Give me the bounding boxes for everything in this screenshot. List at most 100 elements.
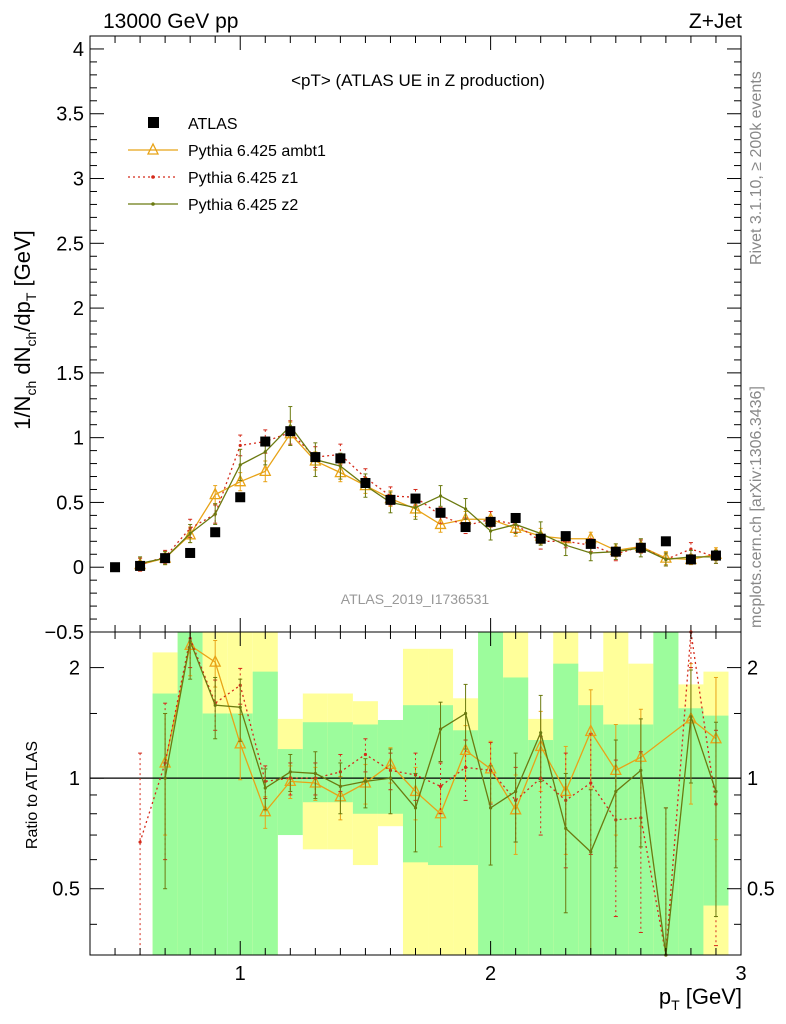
main-y-tick-label: 1.5 [56,363,84,385]
data-point [489,529,493,533]
header-right-label: Z+Jet [689,10,742,33]
data-point [138,840,142,844]
atlas-data-point [610,546,621,557]
ratio-y-tick-label-right: 2 [747,658,758,680]
atlas-data-point [360,478,371,488]
legend-label: ATLAS [188,116,238,133]
data-point-triangle [209,487,222,500]
atlas-data-point [535,533,546,544]
data-point [338,464,342,468]
data-point-triangle [234,736,247,749]
atlas-data-point [285,426,296,437]
legend-marker-dot [151,175,155,179]
data-point [363,752,368,757]
data-point [238,463,242,467]
data-point [463,507,468,511]
plot-title: <pT> (ATLAS UE in Z production) [291,71,545,90]
ratio-y-tick-label-right: 1 [747,768,758,790]
main-y-tick-label: 2 [73,298,84,320]
data-point [514,789,518,794]
data-point [489,806,493,810]
data-point [388,776,393,780]
atlas-data-point [235,492,246,503]
main-y-tick-label: 4 [73,39,84,61]
data-point [564,826,568,830]
data-point [213,512,217,516]
data-point [664,557,668,562]
main-panel: −0.5 0 0.5 1 1.5 2 2.5 3 3.5 4 <pT> (ATLAS UE in … [10,35,742,644]
header-left-label: 13000 GeV pp [103,10,238,33]
atlas-data-point [660,536,671,547]
atlas-data-point [510,512,521,523]
series-line [139,432,717,566]
data-point [413,806,418,810]
x-tick-label: 1 [235,963,246,985]
data-point-triangle [434,517,447,530]
data-point [238,705,242,709]
legend-marker-dot [151,202,155,206]
ratio-y-tick-label-right: 0.5 [747,879,775,901]
ratio-y-axis-label: Ratio to ATLAS [24,741,41,849]
data-point [463,765,468,769]
atlas-data-point [560,531,571,542]
main-y-axis-label: 1/Nch dNch/dpT [GeV] [10,230,39,430]
data-point [238,443,242,448]
atlas-data-point [710,550,721,561]
main-y-tick-label: 2.5 [56,233,84,255]
mcplots-label: mcplots.cern.ch [arXiv:1306.3436] [748,386,765,628]
series-line [139,631,717,956]
main-y-tick-label: 3.5 [56,104,84,126]
data-point [438,727,443,731]
data-point [463,711,468,716]
legend-label: Pythia 6.425 ambt1 [188,143,326,160]
data-point [514,522,518,527]
data-point [263,450,267,454]
ratio-panel: 1 2 3 0.5 0.5 1 1 2 2 Ratio to ATLAS pT [GeV] [24,630,775,1013]
data-point [213,703,217,707]
x-tick-label: 2 [485,963,496,985]
data-point [363,779,368,783]
atlas-data-point [260,436,271,447]
main-y-tick-label: 1 [73,428,84,450]
legend-marker-triangle [146,142,160,155]
data-point [188,639,192,643]
data-point [639,768,643,772]
atlas-data-point [110,562,121,573]
data-point [188,531,192,536]
atlas-data-point [185,547,196,558]
atlas-data-point [135,560,146,571]
series-line [139,424,716,564]
data-point [313,771,317,776]
analysis-id-label: ATLAS_2019_I1736531 [341,591,490,607]
data-point [589,551,593,555]
ratio-band-green [177,632,203,955]
atlas-data-point [210,527,221,538]
data-point-triangle [259,804,272,817]
atlas-data-point [335,453,346,464]
x-tick-label: 3 [735,963,746,985]
ratio-band-green [202,713,228,955]
atlas-data-point [685,554,696,565]
atlas-data-point [160,553,171,564]
data-point [438,494,443,498]
data-point-triangle [209,654,222,667]
series-line [139,431,717,566]
atlas-data-point [585,538,596,549]
data-point [564,543,568,547]
legend: ATLAS Pythia 6.425 ambt1 Pythia 6.425 z1 Py… [128,116,326,214]
data-point [689,715,693,719]
data-point [589,850,593,854]
data-point [589,781,593,785]
atlas-data-point [385,494,396,505]
data-point [614,789,618,794]
legend-label: Pythia 6.425 z2 [188,197,298,214]
main-y-tick-label: 0 [73,557,84,579]
main-y-tick-label: 3 [73,169,84,191]
rivet-version-label: Rivet 3.1.10, ≥ 200k events [748,71,765,265]
legend-marker-atlas [148,117,159,128]
atlas-data-point [635,542,646,553]
main-y-tick-label: 0.5 [56,492,84,514]
data-point [714,789,718,794]
ratio-y-tick-label: 0.5 [52,879,80,901]
